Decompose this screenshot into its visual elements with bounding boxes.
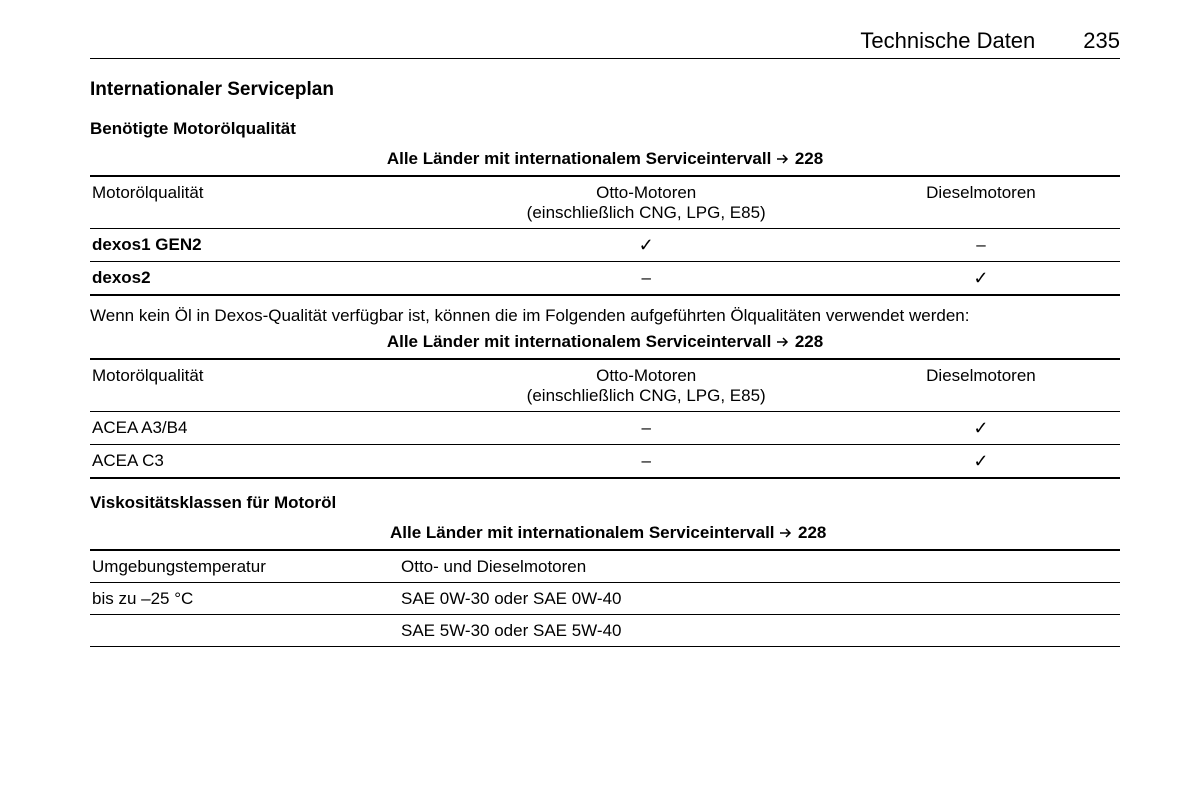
- row-diesel: ✓: [842, 262, 1120, 296]
- cross-ref-icon: [779, 523, 793, 543]
- caption-ref: 228: [795, 149, 823, 168]
- col-header-otto: Otto-Motoren (einschließlich CNG, LPG, E…: [451, 359, 842, 412]
- table1-caption: Alle Länder mit internationalem Servicei…: [90, 149, 1120, 169]
- row-temp: bis zu –25 °C: [90, 583, 399, 615]
- row-diesel: ✓: [842, 412, 1120, 445]
- subsection-title-viscosity: Viskositätsklassen für Motoröl: [90, 493, 1120, 513]
- table2-caption: Alle Länder mit internationalem Servicei…: [90, 332, 1120, 352]
- col-header-temp: Umgebungstemperatur: [90, 550, 399, 583]
- caption-text: Alle Länder mit internationalem Servicei…: [387, 149, 772, 168]
- row-otto: ✓: [451, 229, 842, 262]
- col-header-quality: Motorölqualität: [90, 176, 451, 229]
- row-diesel: ✓: [842, 445, 1120, 479]
- row-val: SAE 5W-30 oder SAE 5W-40: [399, 615, 1120, 647]
- section-title: Internationaler Serviceplan: [90, 79, 1120, 101]
- col-header-otto-line2: (einschließlich CNG, LPG, E85): [527, 386, 766, 405]
- row-diesel: –: [842, 229, 1120, 262]
- col-header-diesel: Dieselmotoren: [842, 176, 1120, 229]
- cross-ref-icon: [776, 149, 790, 169]
- col-header-quality: Motorölqualität: [90, 359, 451, 412]
- subsection-title-quality: Benötigte Motorölqualität: [90, 119, 1120, 139]
- row-name: dexos2: [90, 262, 451, 296]
- header-title: Technische Daten: [860, 28, 1035, 54]
- row-otto: –: [451, 262, 842, 296]
- row-temp: [90, 615, 399, 647]
- row-name: dexos1 GEN2: [90, 229, 451, 262]
- col-header-diesel: Dieselmotoren: [842, 359, 1120, 412]
- oil-quality-table-1: Motorölqualität Otto-Motoren (einschließ…: [90, 175, 1120, 296]
- col-header-otto-line2: (einschließlich CNG, LPG, E85): [527, 203, 766, 222]
- caption-ref: 228: [795, 332, 823, 351]
- row-val: SAE 0W-30 oder SAE 0W-40: [399, 583, 1120, 615]
- viscosity-table: Umgebungstemperatur Otto- und Dieselmoto…: [90, 549, 1120, 647]
- oil-quality-table-2: Motorölqualität Otto-Motoren (einschließ…: [90, 358, 1120, 479]
- row-name: ACEA A3/B4: [90, 412, 451, 445]
- fallback-note: Wenn kein Öl in Dexos-Qualität verfügbar…: [90, 306, 1120, 326]
- row-otto: –: [451, 412, 842, 445]
- row-otto: –: [451, 445, 842, 479]
- page: Technische Daten 235 Internationaler Ser…: [0, 0, 1200, 802]
- col-header-otto: Otto-Motoren (einschließlich CNG, LPG, E…: [451, 176, 842, 229]
- col-header-otto-line1: Otto-Motoren: [596, 183, 696, 202]
- page-number: 235: [1083, 28, 1120, 54]
- table3-caption: Alle Länder mit internationalem Servicei…: [90, 523, 1120, 543]
- cross-ref-icon: [776, 332, 790, 352]
- row-name: ACEA C3: [90, 445, 451, 479]
- col-header-engines: Otto- und Dieselmotoren: [399, 550, 1120, 583]
- page-header: Technische Daten 235: [90, 28, 1120, 59]
- caption-text: Alle Länder mit internationalem Servicei…: [390, 523, 775, 542]
- col-header-otto-line1: Otto-Motoren: [596, 366, 696, 385]
- caption-ref: 228: [798, 523, 826, 542]
- caption-text: Alle Länder mit internationalem Servicei…: [387, 332, 772, 351]
